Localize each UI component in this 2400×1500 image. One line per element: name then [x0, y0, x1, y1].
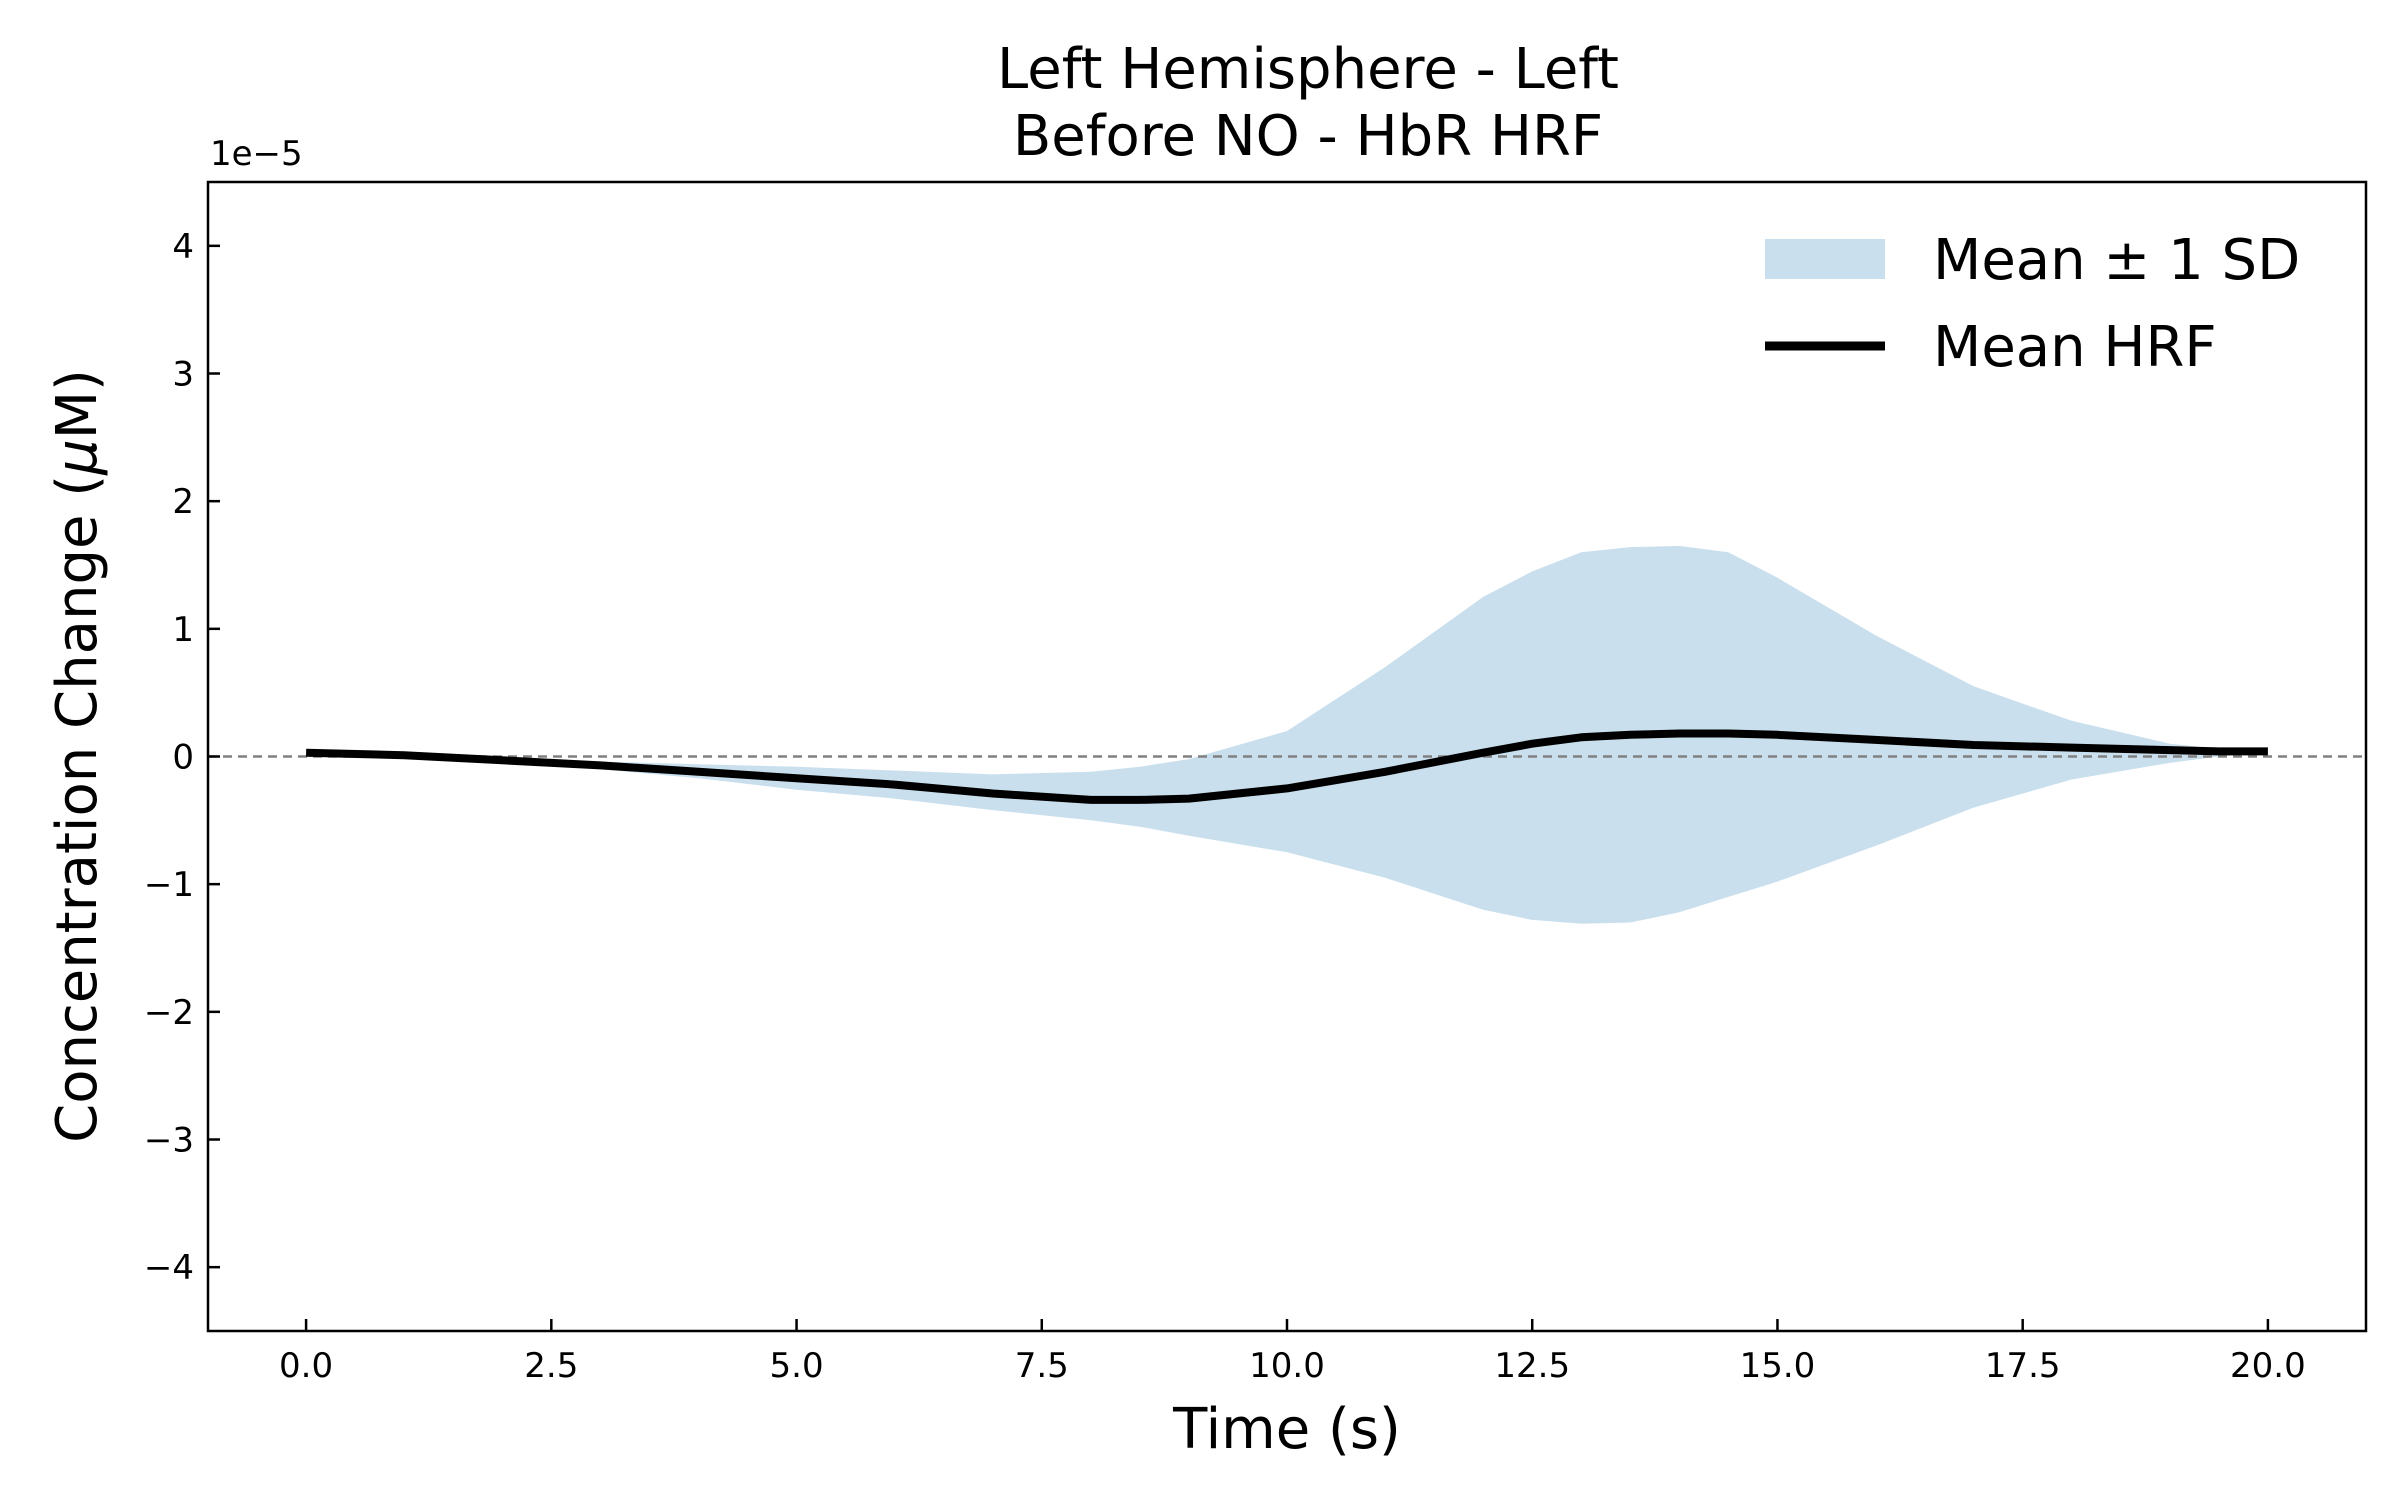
y-axis-title-suffix: M): [45, 369, 110, 439]
y-tick-label: 1: [172, 610, 194, 650]
y-axis-title-prefix: Concentration Change (: [45, 475, 110, 1143]
x-tick-label: 10.0: [1249, 1346, 1325, 1386]
x-axis-title: Time (s): [1172, 1397, 1401, 1462]
x-tick-label: 7.5: [1015, 1346, 1069, 1386]
y-axis-title-mu: μ: [45, 439, 110, 476]
legend: Mean ± 1 SD Mean HRF: [1765, 228, 2300, 380]
y-axis-ticks: −4 −3 −2 −1 0 1 2 3 4: [144, 227, 220, 1288]
y-axis-title: Concentration Change (μM): [45, 369, 110, 1143]
x-tick-label: 17.5: [1985, 1346, 2061, 1386]
y-tick-label: −1: [144, 865, 194, 905]
y-offset-label: 1e−5: [210, 134, 303, 174]
y-tick-label: 0: [172, 738, 194, 778]
sd-band: [306, 545, 2268, 924]
x-tick-label: 20.0: [2230, 1346, 2306, 1386]
y-tick-label: 4: [172, 227, 194, 267]
y-tick-label: −4: [144, 1248, 194, 1288]
y-tick-label: 2: [172, 482, 194, 522]
plot-area: [208, 545, 2366, 924]
x-tick-label: 12.5: [1494, 1346, 1570, 1386]
x-tick-label: 0.0: [279, 1346, 333, 1386]
mean-hrf-line: [305, 729, 2268, 804]
chart-title-line-1: Left Hemisphere - Left: [997, 37, 1619, 102]
x-axis-ticks: 0.0 2.5 5.0 7.5 10.0 12.5 15.0 17.5 20.0: [279, 1319, 2306, 1386]
x-tick-label: 15.0: [1740, 1346, 1816, 1386]
y-tick-label: 3: [172, 355, 194, 395]
x-tick-label: 2.5: [524, 1346, 578, 1386]
chart-title-line-2: Before NO - HbR HRF: [1013, 104, 1603, 169]
legend-sd-swatch: [1765, 239, 1885, 279]
legend-mean-label: Mean HRF: [1933, 315, 2217, 380]
y-tick-label: −2: [144, 993, 194, 1033]
x-tick-label: 5.0: [770, 1346, 824, 1386]
y-tick-label: −3: [144, 1121, 194, 1161]
legend-sd-label: Mean ± 1 SD: [1933, 228, 2300, 293]
